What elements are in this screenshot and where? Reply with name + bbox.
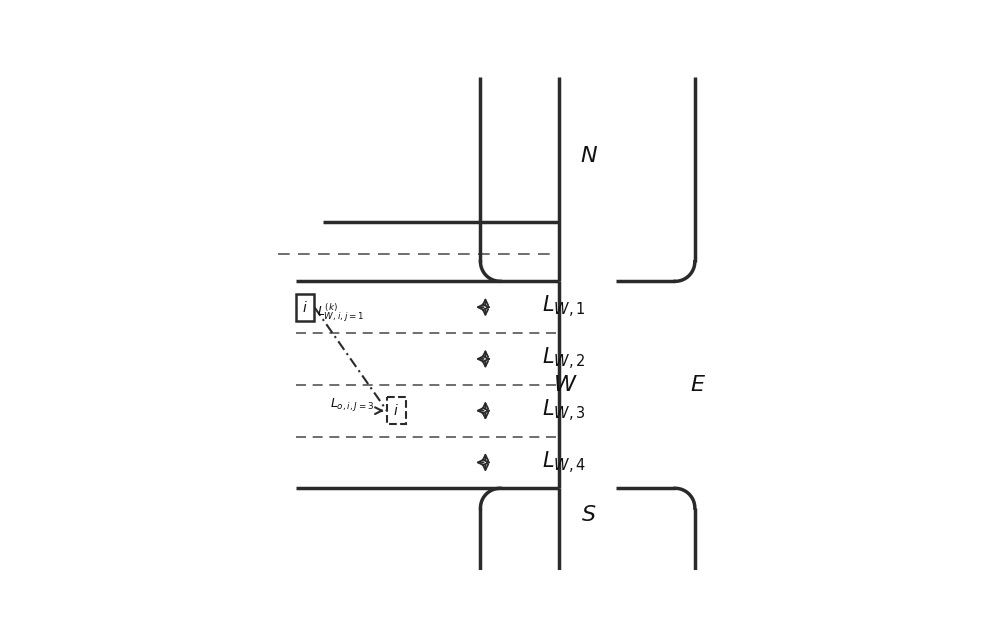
Text: $i$: $i$ xyxy=(302,300,308,315)
Text: $L_{W,i,j=1}^{(k)}$: $L_{W,i,j=1}^{(k)}$ xyxy=(317,302,364,324)
Text: S: S xyxy=(582,506,596,525)
Text: W: W xyxy=(554,375,576,395)
Text: N: N xyxy=(581,146,597,166)
Text: $\mathit{L}_{\mathit{W},1}$: $\mathit{L}_{\mathit{W},1}$ xyxy=(542,294,586,320)
Text: E: E xyxy=(690,375,704,395)
Text: $\mathit{L}_{\mathit{W},3}$: $\mathit{L}_{\mathit{W},3}$ xyxy=(542,397,586,424)
Text: $i$: $i$ xyxy=(393,403,399,418)
Text: $L_{o,i,J=3}$: $L_{o,i,J=3}$ xyxy=(330,396,374,413)
Text: $\mathit{L}_{\mathit{W},4}$: $\mathit{L}_{\mathit{W},4}$ xyxy=(542,449,586,476)
Text: $\mathit{L}_{\mathit{W},2}$: $\mathit{L}_{\mathit{W},2}$ xyxy=(542,346,586,372)
Bar xyxy=(387,397,406,424)
Bar xyxy=(296,294,314,321)
